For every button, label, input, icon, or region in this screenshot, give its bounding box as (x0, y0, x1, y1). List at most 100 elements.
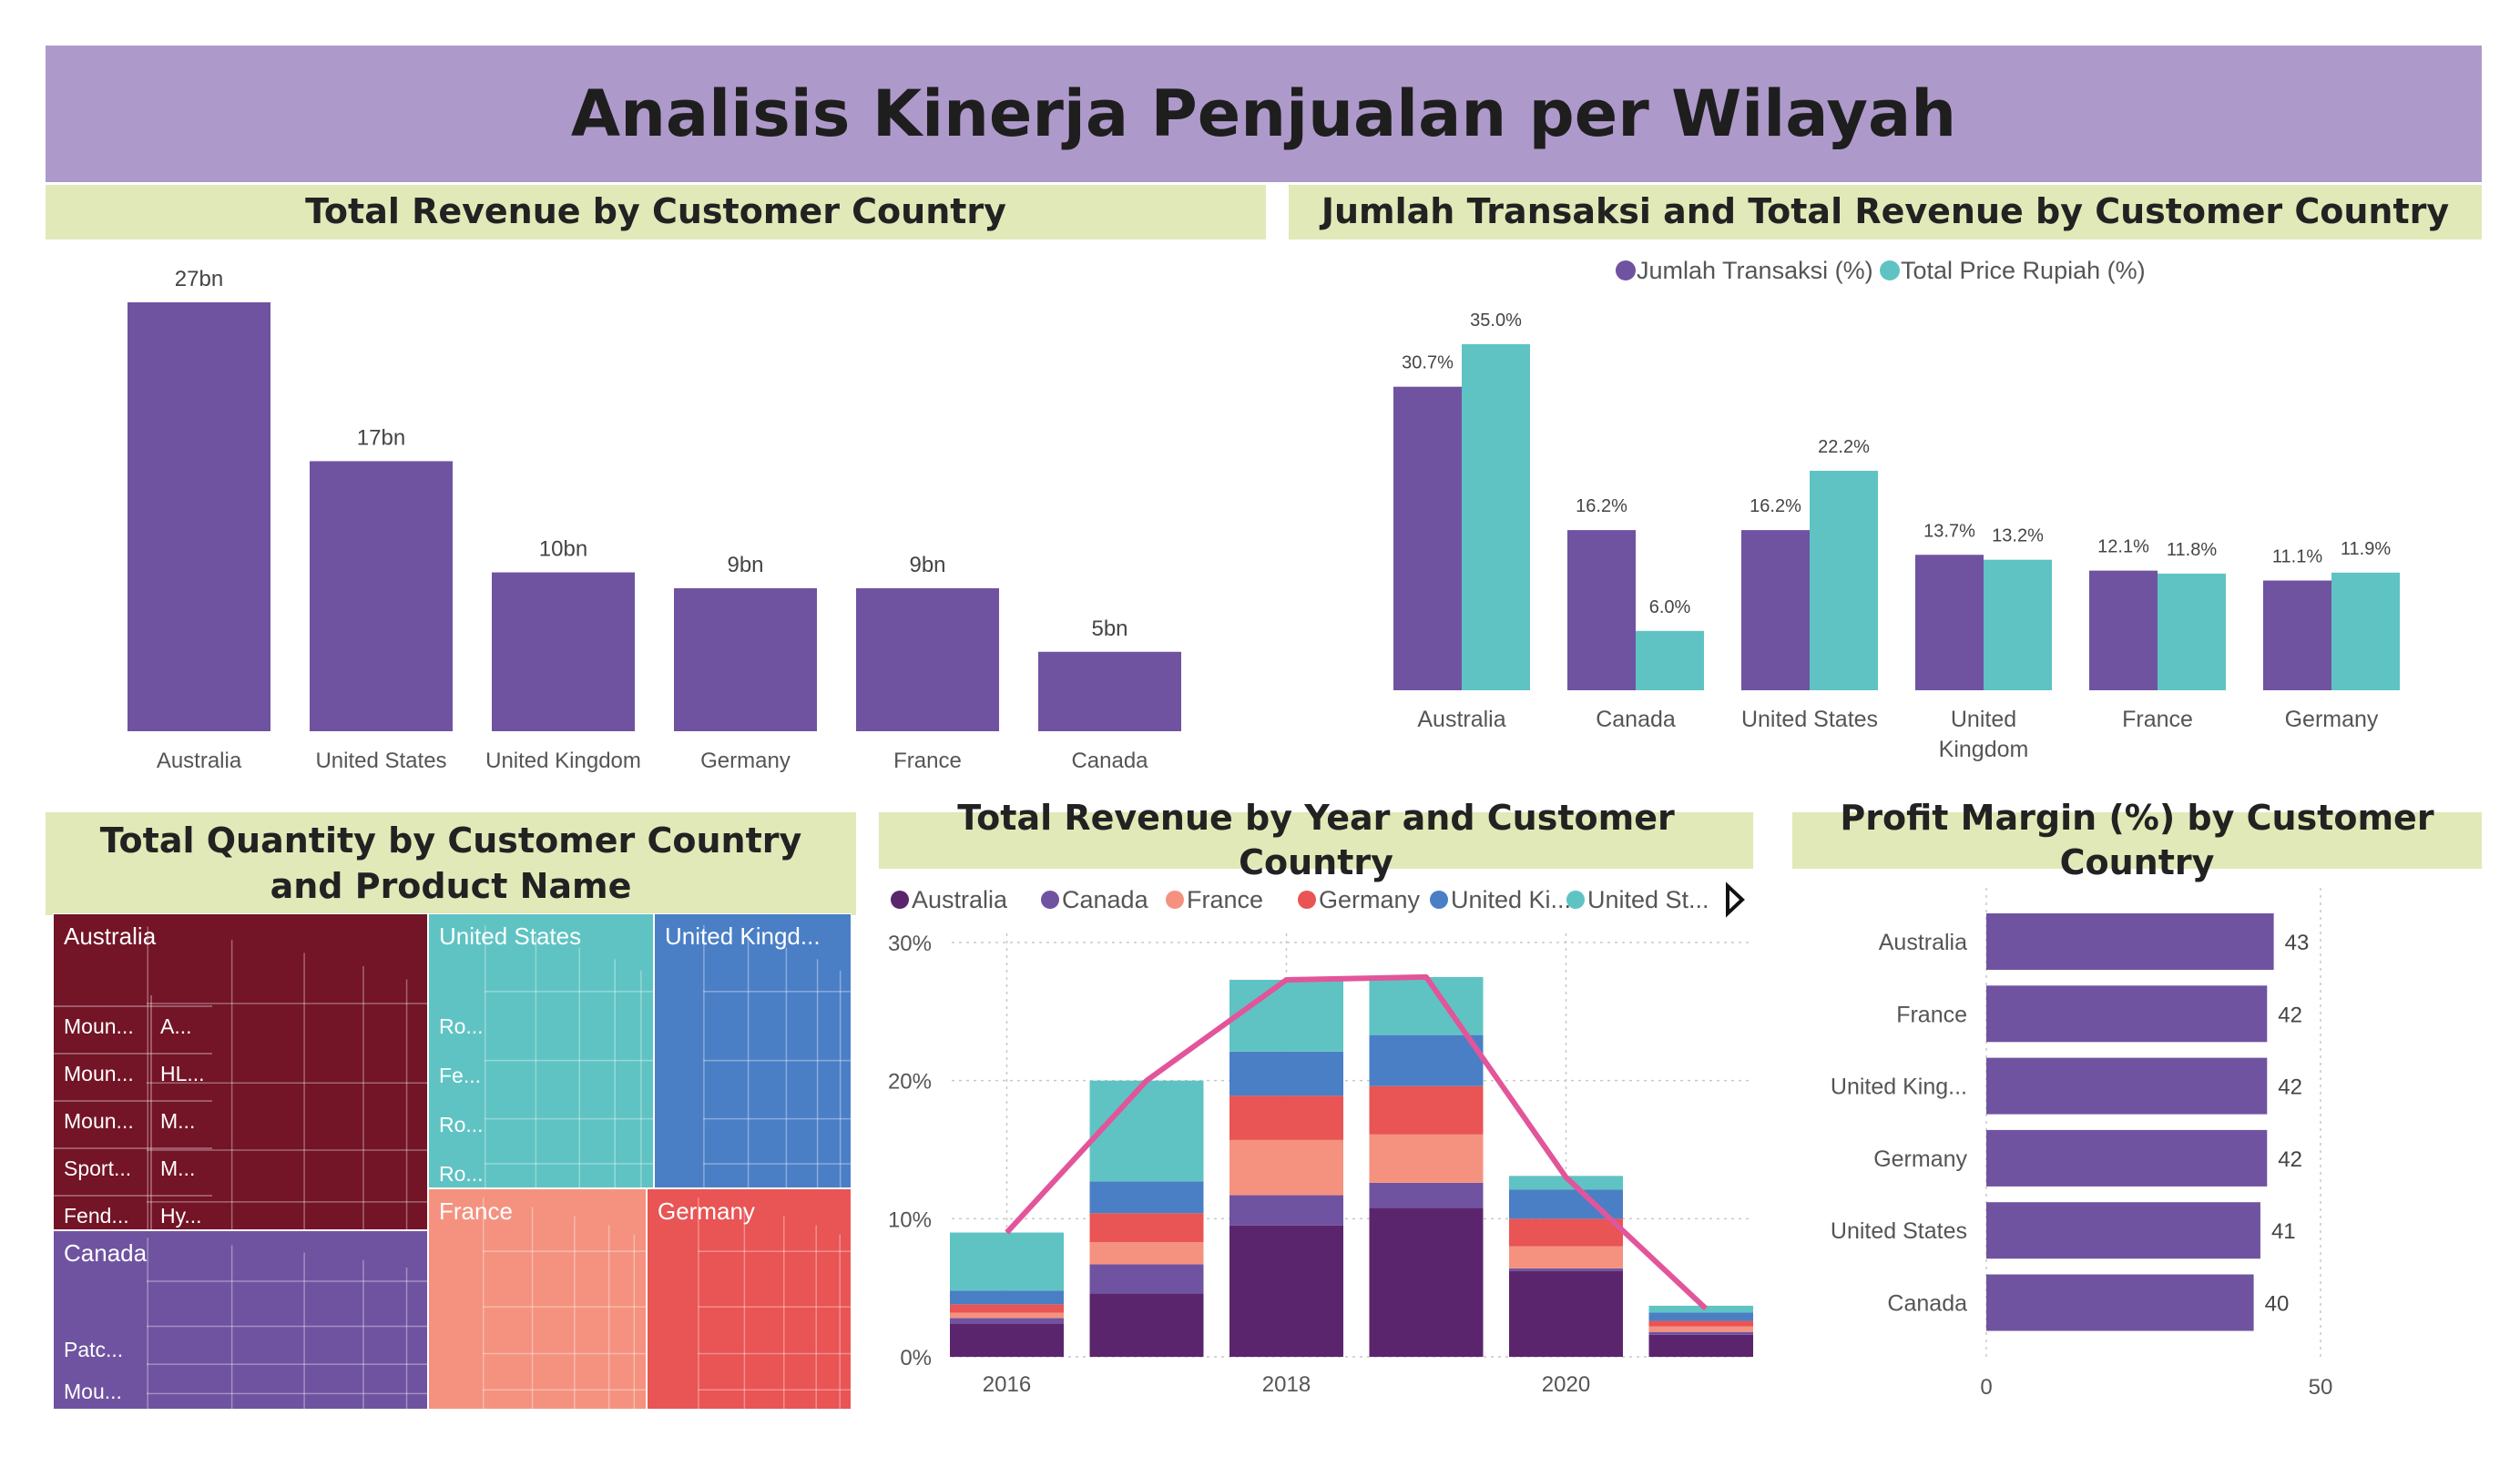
treemap-item-label: Mou... (64, 1380, 122, 1403)
stack-segment-united-kingdom (1089, 1181, 1204, 1214)
bar-value-label: 22.2% (1818, 437, 1870, 457)
stack-segment-canada (950, 1318, 1064, 1324)
treemap-item-label: Fend... (64, 1204, 129, 1228)
bar-value-label: 9bn (909, 553, 945, 577)
x-tick-label: United Kingdom (485, 749, 641, 773)
x-tick-label: 2018 (1262, 1372, 1311, 1397)
treemap-group-label: Germany (658, 1197, 755, 1225)
treemap-item-label: M... (160, 1156, 195, 1180)
bar-value-label: 5bn (1091, 616, 1127, 641)
stack-segment-australia (1648, 1334, 1753, 1357)
stack-segment-united-kingdom (1229, 1051, 1343, 1096)
bar-value-label: 17bn (357, 425, 405, 450)
treemap-group-united-kingdom (653, 913, 852, 1189)
bar-france (856, 588, 999, 731)
y-tick-label: Germany (1873, 1146, 1967, 1172)
treemap-item-label: HL... (160, 1062, 205, 1085)
bar-value-label: 42 (2278, 1003, 2302, 1027)
revenue-chart-title: Total Revenue by Customer Country (46, 185, 1266, 239)
treemap-group-label: Canada (64, 1239, 148, 1267)
legend-marker (1566, 891, 1585, 909)
legend-label: Canada (1062, 886, 1149, 913)
x-tick-label: Germany (2285, 707, 2379, 732)
bar-value-label: 11.8% (2167, 540, 2217, 560)
treemap-group-label: Australia (64, 922, 157, 950)
bar-value-label: 16.2% (1750, 496, 1801, 516)
revenue-year-stacked-chart: Australia Canada France Germany United Ki...… (888, 881, 1753, 1397)
bar-australia (128, 302, 270, 731)
bar-transaksi (2263, 580, 2331, 690)
stack-segment-france (1369, 1134, 1484, 1183)
transaksi-chart-title: Jumlah Transaksi and Total Revenue by Cu… (1289, 185, 2482, 239)
y-tick-label: 0% (900, 1346, 932, 1370)
treemap-group-germany (646, 1187, 852, 1410)
y-tick-label: 20% (888, 1070, 932, 1095)
bar-transaksi (1741, 530, 1810, 690)
x-tick-label: United (1951, 707, 2016, 732)
stack-segment-germany (1369, 1085, 1484, 1135)
treemap-group-label: United Kingd... (665, 922, 821, 950)
bar-revenue (1984, 559, 2052, 690)
stack-segment-united-kingdom (1369, 1034, 1484, 1086)
y-tick-label: 10% (888, 1207, 932, 1232)
bar-united-states (1986, 1202, 2260, 1259)
y-tick-label: United States (1831, 1218, 1967, 1244)
bar-value-label: 42 (2278, 1075, 2302, 1100)
legend-next-arrow-icon[interactable] (1726, 881, 1745, 918)
stack-segment-france (950, 1312, 1064, 1319)
bar-transaksi (1567, 530, 1636, 690)
x-tick-label: 2020 (1542, 1372, 1590, 1397)
stack-segment-australia (1089, 1293, 1204, 1357)
stack-segment-united-states (1509, 1176, 1623, 1190)
x-tick-label: Germany (700, 749, 791, 773)
bar-value-label: 6.0% (1649, 597, 1691, 617)
x-tick-label: Canada (1071, 749, 1148, 773)
treemap-item-label: Hy... (160, 1204, 202, 1228)
x-tick-label: 2016 (983, 1372, 1031, 1397)
stack-segment-france (1089, 1242, 1204, 1265)
stack-segment-australia (1509, 1270, 1623, 1357)
treemap-item-label: Patc... (64, 1338, 123, 1361)
stack-segment-australia (1229, 1225, 1343, 1357)
x-tick-label: France (893, 749, 962, 773)
profit-margin-bar-chart: Australia 43 France 42 United King... 42 Germa… (1831, 888, 2332, 1400)
stack-segment-canada (1369, 1182, 1484, 1208)
quantity-treemap: Australia United States United Kingd... Can… (53, 913, 852, 1410)
stack-segment-germany (950, 1304, 1064, 1313)
bar-value-label: 30.7% (1402, 353, 1454, 373)
treemap-group-united-states (427, 913, 655, 1189)
dashboard-banner: Analisis Kinerja Penjualan per Wilayah (46, 46, 2482, 182)
stack-segment-australia (1369, 1207, 1484, 1357)
stack-segment-united-states (1369, 976, 1484, 1035)
bar-value-label: 9bn (727, 553, 763, 577)
bar-germany (1986, 1129, 2268, 1187)
y-tick-label: Canada (1887, 1291, 1967, 1317)
stack-segment-united-states (1229, 979, 1343, 1052)
total-trend-line (1005, 973, 1709, 1311)
bar-revenue (1810, 470, 1878, 690)
bar-revenue (2331, 572, 2400, 690)
x-tick-label: Australia (1417, 707, 1505, 732)
treemap-item-label: Fe... (439, 1064, 481, 1087)
treemap-item-label: M... (160, 1109, 195, 1133)
bar-value-label: 35.0% (1470, 311, 1522, 331)
stack-segment-france (1229, 1139, 1343, 1196)
stack-segment-united-states (1089, 1080, 1204, 1182)
legend-label: United Ki... (1451, 886, 1571, 913)
treemap-item-label: A... (160, 1014, 192, 1038)
bar-canada (1986, 1274, 2254, 1331)
bar-revenue (1636, 630, 1704, 690)
treemap-group-label: France (439, 1197, 513, 1225)
legend-marker (1166, 891, 1184, 909)
bar-revenue (1462, 344, 1530, 690)
bar-value-label: 13.2% (1992, 526, 2044, 546)
stack-segment-france (1648, 1326, 1753, 1332)
stack-segment-canada (1229, 1195, 1343, 1226)
bar-value-label: 42 (2278, 1147, 2302, 1172)
treemap-item-label: Ro... (439, 1113, 484, 1136)
treemap-item-label: Ro... (439, 1014, 484, 1038)
stack-segment-germany (1229, 1095, 1343, 1140)
legend-marker (1041, 891, 1059, 909)
treemap-group-australia (53, 913, 429, 1231)
stack-segment-germany (1089, 1213, 1204, 1243)
